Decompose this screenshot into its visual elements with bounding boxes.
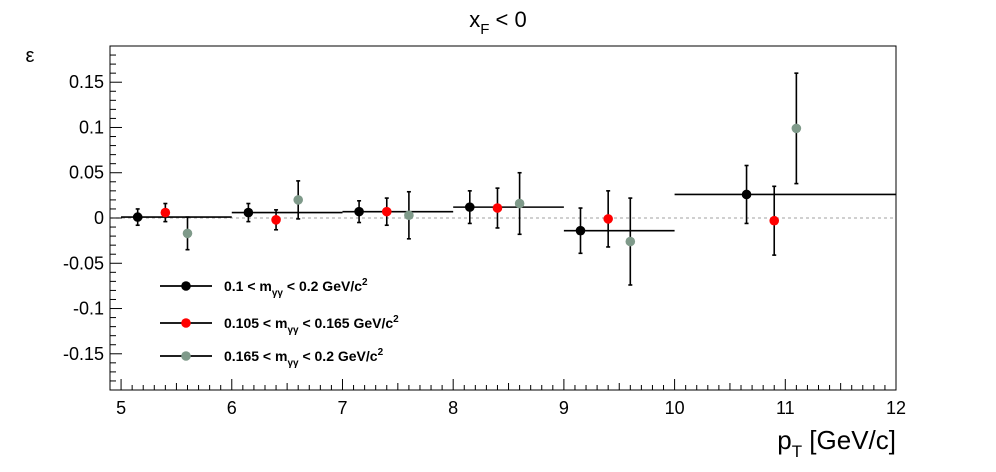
data-point (492, 203, 503, 213)
y-tick-label: -0.05 (63, 253, 104, 273)
x-axis-label-rest: [GeV/c] (802, 425, 896, 455)
y-axis-label: ε (26, 45, 35, 67)
data-series (121, 72, 896, 286)
data-point (741, 189, 752, 200)
data-point (293, 195, 303, 205)
legend-suffix-text: < 0.165 GeV/c (299, 315, 394, 331)
legend-label: 0.105 < mγγ < 0.165 GeV/c2 (224, 314, 399, 336)
series-black (121, 164, 896, 255)
data-point (791, 123, 802, 134)
data-point (354, 206, 364, 217)
legend-sub-text: γγ (287, 358, 299, 369)
data-point (243, 207, 254, 218)
legend-sup-text: 2 (378, 347, 384, 358)
data-point (271, 215, 281, 225)
legend-sub-text: γγ (287, 325, 299, 336)
y-tick-label: 0.05 (69, 163, 104, 183)
legend-sub-text: γγ (272, 288, 284, 299)
legend-label: 0.1 < mγγ < 0.2 GeV/c2 (224, 277, 368, 299)
legend-prefix-text: 0.105 < m (224, 315, 287, 331)
legend-prefix-text: 0.1 < m (224, 278, 272, 294)
series-gray (182, 72, 802, 286)
data-point (575, 225, 586, 236)
data-point (769, 215, 780, 226)
y-tick-label: 0.1 (79, 117, 104, 137)
legend-marker (181, 281, 191, 291)
chart-title-main: x (469, 7, 480, 32)
axis-ticks (110, 54, 897, 390)
x-tick-label: 5 (116, 398, 126, 418)
data-point (603, 214, 613, 224)
data-point (160, 207, 171, 218)
x-tick-label: 8 (448, 398, 458, 418)
data-point (514, 198, 525, 209)
data-point (625, 236, 636, 247)
chart-title-rest: < 0 (489, 7, 526, 32)
data-point (464, 202, 475, 212)
legend-label: 0.165 < mγγ < 0.2 GeV/c2 (224, 347, 384, 369)
y-tick-label: 0 (94, 208, 104, 228)
legend-marker (181, 318, 191, 328)
chart-title-sub: F (480, 21, 489, 38)
x-axis-label-main: p (777, 425, 791, 455)
x-axis-label: pT [GeV/c] (777, 425, 896, 461)
legend-suffix-text: < 0.2 GeV/c (283, 278, 362, 294)
legend-entry-gray: 0.165 < mγγ < 0.2 GeV/c2 (160, 347, 384, 369)
data-point (404, 210, 414, 221)
x-tick-label: 10 (665, 398, 685, 418)
x-axis-label-sub: T (792, 442, 802, 461)
x-tick-label: 12 (886, 398, 906, 418)
x-tick-label: 7 (337, 398, 347, 418)
y-tick-labels: 0.15 0.1 0.05 0 -0.05 -0.1 -0.15 (63, 72, 104, 364)
y-tick-label: -0.15 (63, 344, 104, 364)
x-tick-labels: 5 6 7 8 9 10 11 12 (116, 398, 906, 418)
chart-title: xF < 0 (469, 7, 526, 38)
legend-entry-black: 0.1 < mγγ < 0.2 GeV/c2 (160, 277, 368, 299)
legend-sup-text: 2 (362, 277, 368, 288)
legend-marker (181, 351, 191, 361)
y-tick-label: 0.15 (69, 72, 104, 92)
legend-sup-text: 2 (393, 314, 399, 325)
series-red (160, 185, 780, 256)
x-tick-label: 9 (559, 398, 569, 418)
data-point (132, 212, 143, 222)
legend: 0.1 < mγγ < 0.2 GeV/c20.105 < mγγ < 0.16… (160, 277, 399, 369)
data-point (381, 206, 392, 217)
x-tick-label: 6 (227, 398, 237, 418)
legend-prefix-text: 0.165 < m (224, 348, 287, 364)
legend-suffix-text: < 0.2 GeV/c (299, 348, 378, 364)
y-tick-label: -0.1 (73, 299, 104, 319)
legend-entry-red: 0.105 < mγγ < 0.165 GeV/c2 (160, 314, 399, 336)
data-point (182, 228, 193, 239)
x-tick-label: 11 (776, 398, 795, 418)
